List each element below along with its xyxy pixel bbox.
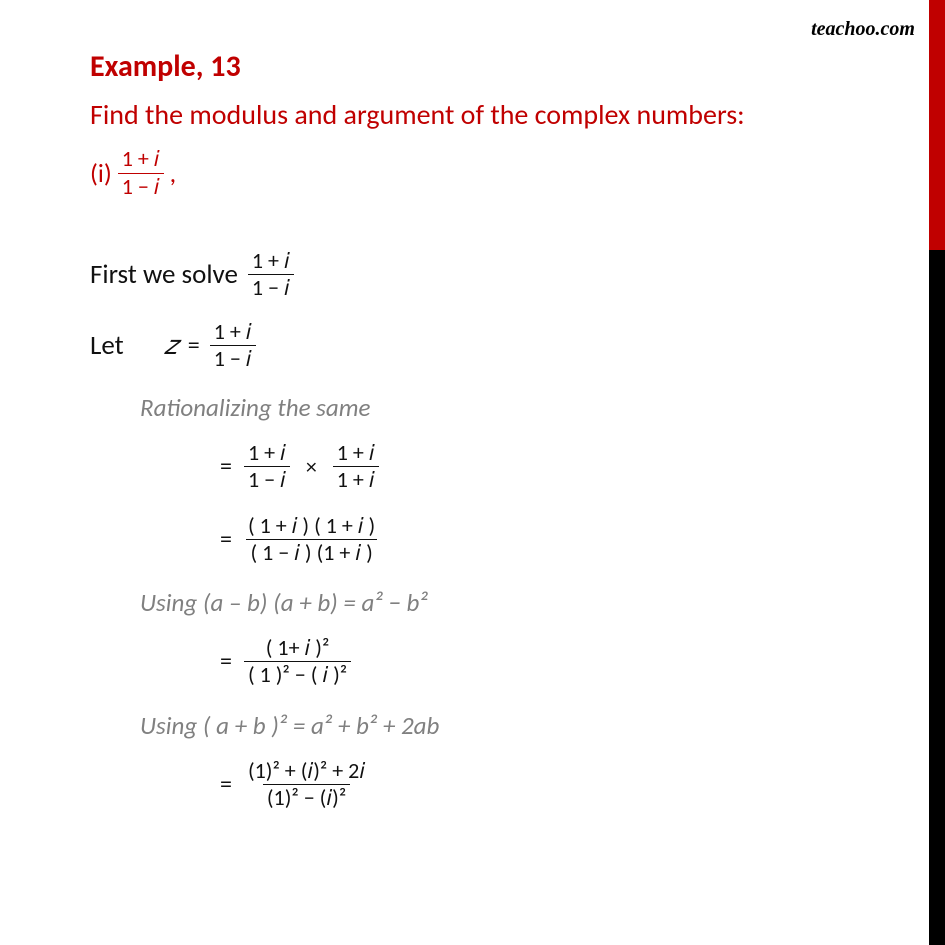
subpart-label: (i) (90, 157, 112, 189)
fraction-denominator: 1 − 𝑖 (244, 466, 290, 492)
step4-frac: (1)² + (𝑖)² + 2𝑖 (1)² − (𝑖)² (244, 759, 369, 810)
times-sign: × (306, 453, 317, 480)
side-stripe-black (929, 250, 945, 945)
content-area: Example, 13 Find the modulus and argumen… (0, 0, 945, 852)
side-stripe-red (929, 0, 945, 250)
fraction-numerator: (1)² + (𝑖)² + 2𝑖 (244, 759, 369, 784)
step3-frac: ( 1+ 𝑖 )² ( 1 )² − ( 𝑖 )² (244, 636, 351, 687)
fraction-numerator: 1 + 𝑖 (248, 249, 294, 274)
let-fraction: 1 + 𝑖 1 − 𝑖 (210, 320, 256, 371)
subpart-comma: , (170, 157, 177, 189)
subpart-fraction: 1 + 𝑖 1 − 𝑖 (118, 147, 164, 198)
fraction-numerator: 1 + 𝑖 (333, 441, 379, 466)
step1-line: = 1 + 𝑖 1 − 𝑖 × 1 + 𝑖 1 + 𝑖 (220, 441, 885, 492)
fraction-denominator: ( 1 − 𝑖 ) (1 + 𝑖 ) (246, 539, 376, 565)
step4-line: = (1)² + (𝑖)² + 2𝑖 (1)² − (𝑖)² (220, 759, 885, 810)
subpart-i: (i) 1 + 𝑖 1 − 𝑖 , (90, 147, 885, 198)
fraction-denominator: ( 1 )² − ( 𝑖 )² (244, 661, 351, 687)
step1-frac1: 1 + 𝑖 1 − 𝑖 (244, 441, 290, 492)
equals-sign: = (188, 331, 200, 360)
question-prompt: Find the modulus and argument of the com… (90, 97, 885, 133)
step2-line: = ( 1 + 𝑖 ) ( 1 + 𝑖 ) ( 1 − 𝑖 ) (1 + 𝑖 ) (220, 514, 885, 565)
equals-sign: = (220, 647, 232, 676)
fraction-denominator: 1 − 𝑖 (118, 173, 164, 199)
first-solve-fraction: 1 + 𝑖 1 − 𝑖 (248, 249, 294, 300)
equals-sign: = (220, 770, 232, 799)
fraction-numerator: 1 + 𝑖 (118, 147, 164, 172)
example-heading: Example, 13 (90, 48, 885, 85)
let-text: Let (90, 329, 124, 362)
fraction-numerator: ( 1 + 𝑖 ) ( 1 + 𝑖 ) (244, 514, 379, 539)
z-variable: 𝑧 (164, 330, 178, 362)
fraction-denominator: 1 + 𝑖 (333, 466, 379, 492)
fraction-denominator: 1 − 𝑖 (210, 345, 256, 371)
equals-sign: = (220, 452, 232, 481)
note-diff-squares: Using (a – b) (a + b) = a² − b² (140, 587, 885, 618)
fraction-denominator: (1)² − (𝑖)² (263, 784, 350, 810)
note-square-sum: Using ( a + b )² = a² + b² + 2ab (140, 710, 885, 741)
step2-frac: ( 1 + 𝑖 ) ( 1 + 𝑖 ) ( 1 − 𝑖 ) (1 + 𝑖 ) (244, 514, 379, 565)
fraction-numerator: 1 + 𝑖 (244, 441, 290, 466)
fraction-numerator: ( 1+ 𝑖 )² (262, 636, 334, 661)
first-solve-text: First we solve (90, 258, 238, 291)
let-line: Let 𝑧 = 1 + 𝑖 1 − 𝑖 (90, 320, 885, 371)
step3-line: = ( 1+ 𝑖 )² ( 1 )² − ( 𝑖 )² (220, 636, 885, 687)
note-rationalize: Rationalizing the same (140, 392, 885, 423)
fraction-denominator: 1 − 𝑖 (248, 274, 294, 300)
first-solve-line: First we solve 1 + 𝑖 1 − 𝑖 (90, 249, 885, 300)
step1-frac2: 1 + 𝑖 1 + 𝑖 (333, 441, 379, 492)
watermark: teachoo.com (811, 18, 915, 41)
fraction-numerator: 1 + 𝑖 (210, 320, 256, 345)
equals-sign: = (220, 525, 232, 554)
